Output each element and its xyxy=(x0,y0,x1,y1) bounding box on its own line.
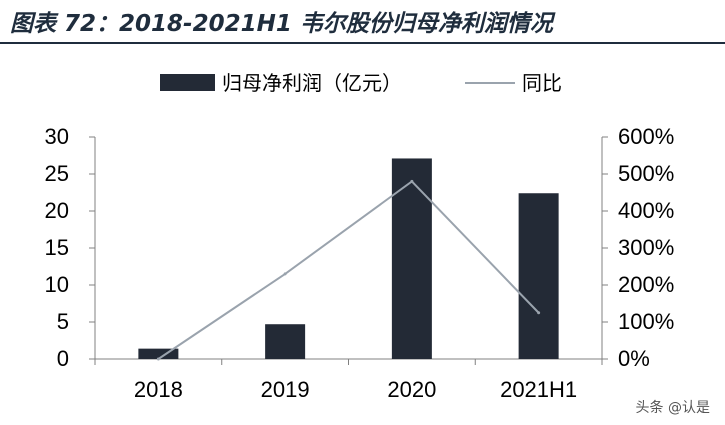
legend-bar-swatch xyxy=(160,74,215,91)
x-axis-tick-label: 2018 xyxy=(134,377,183,402)
yoy-line xyxy=(157,180,540,360)
left-axis-tick-label: 15 xyxy=(45,235,69,260)
left-axis-tick-label: 30 xyxy=(45,124,69,149)
left-axis-tick-label: 20 xyxy=(45,198,69,223)
yoy-point-2018 xyxy=(156,357,160,361)
bar-2021H1 xyxy=(518,193,559,359)
right-axis-tick-label: 600% xyxy=(618,124,674,149)
right-axis-tick-label: 300% xyxy=(618,235,674,260)
right-axis-tick-label: 0% xyxy=(618,346,650,371)
right-axis-tick-label: 200% xyxy=(618,272,674,297)
x-axis-tick-label: 2020 xyxy=(387,377,436,402)
watermark: 头条 @认是 xyxy=(632,396,713,418)
bar-2020 xyxy=(391,158,432,359)
net-profit-chart: 0510152025300%100%200%300%400%500%600%20… xyxy=(45,71,675,402)
right-axis-tick-label: 500% xyxy=(618,161,674,186)
yoy-point-2020 xyxy=(410,179,414,183)
left-axis-tick-label: 10 xyxy=(45,272,69,297)
legend-line-label: 同比 xyxy=(522,71,562,95)
left-axis-tick-label: 25 xyxy=(45,161,69,186)
bar-2018 xyxy=(138,348,179,359)
yoy-point-2019 xyxy=(283,272,287,276)
bar-2019 xyxy=(265,324,306,359)
chart-title: 图表 72：2018-2021H1 韦尔股份归母净利润情况 xyxy=(10,11,553,37)
title-bar: 图表 72：2018-2021H1 韦尔股份归母净利润情况 xyxy=(0,0,725,44)
x-axis-tick-label: 2021H1 xyxy=(500,377,577,402)
right-axis-tick-label: 400% xyxy=(618,198,674,223)
left-axis-tick-label: 5 xyxy=(57,309,69,334)
right-axis-tick-label: 100% xyxy=(618,309,674,334)
yoy-point-2021H1 xyxy=(537,311,541,315)
x-axis-tick-label: 2019 xyxy=(261,377,310,402)
left-axis-tick-label: 0 xyxy=(57,346,69,371)
legend-bar-label: 归母净利润（亿元） xyxy=(222,71,402,95)
title-rule xyxy=(0,42,725,44)
